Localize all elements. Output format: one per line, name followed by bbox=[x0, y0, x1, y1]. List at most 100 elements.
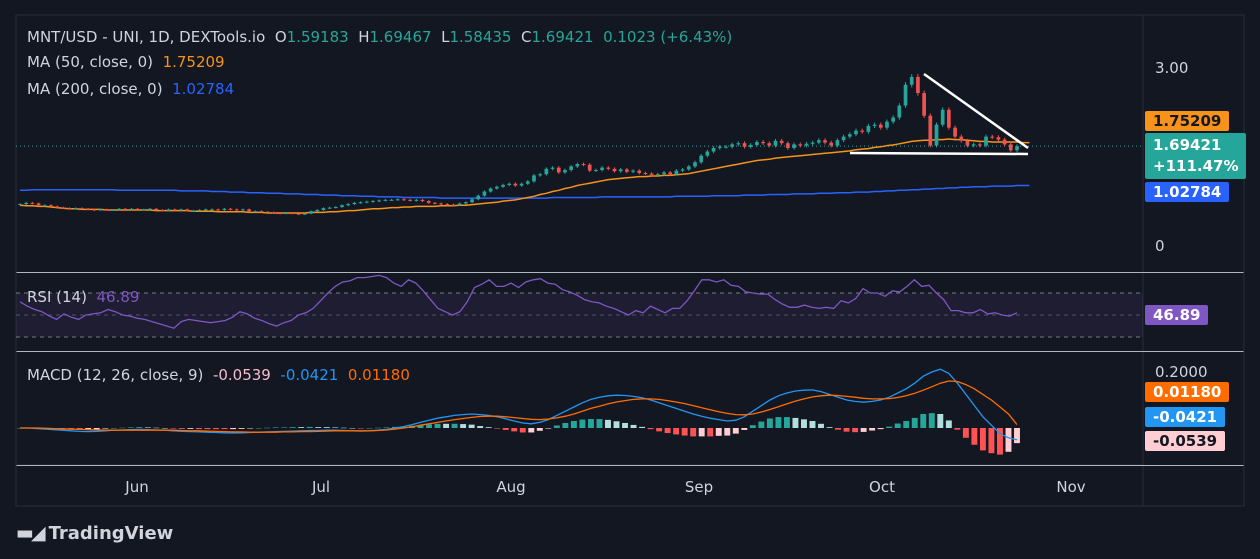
candle-body bbox=[482, 191, 487, 196]
candle-body bbox=[860, 130, 865, 132]
candle-body bbox=[637, 170, 642, 174]
ma50-label: MA (50, close, 0) bbox=[27, 53, 154, 71]
candle-body bbox=[303, 213, 307, 215]
macd-histogram-bar bbox=[213, 428, 219, 430]
candle-body bbox=[680, 169, 685, 171]
candle-body bbox=[959, 136, 964, 141]
macd-histogram-bar bbox=[536, 428, 543, 431]
candle-body bbox=[940, 109, 945, 125]
macd-histogram-bar bbox=[903, 421, 910, 428]
macd-histogram-bar bbox=[519, 428, 526, 433]
macd-histogram-bar bbox=[1014, 428, 1020, 444]
ma50-tag: 1.75209 bbox=[1145, 111, 1230, 131]
macd-histogram-bar bbox=[928, 413, 935, 428]
macd-histogram-bar bbox=[860, 428, 867, 432]
macd-histogram-bar bbox=[792, 417, 799, 428]
x-tick-nov: Nov bbox=[1056, 478, 1086, 496]
macd-histogram-bar bbox=[332, 427, 339, 428]
macd-histogram-bar bbox=[826, 427, 833, 428]
triangle-upper-trendline bbox=[923, 72, 1029, 150]
tradingview-logo[interactable]: ▬◢ TradingView bbox=[16, 522, 173, 544]
macd-histogram-bar bbox=[502, 428, 509, 430]
candle-body bbox=[111, 210, 115, 212]
candle-body bbox=[364, 201, 369, 203]
candle-body bbox=[792, 144, 796, 148]
macd-histogram-bar bbox=[110, 428, 117, 429]
macd-histogram-bar bbox=[613, 421, 620, 428]
tradingview-mark-icon: ▬◢ bbox=[16, 522, 46, 544]
candle-body bbox=[563, 170, 567, 173]
macd-histogram-bar bbox=[170, 428, 177, 429]
candle-body bbox=[835, 140, 840, 146]
price-tick-3: 3.00 bbox=[1155, 59, 1189, 77]
candle-body bbox=[612, 168, 617, 172]
candle-body bbox=[965, 140, 970, 146]
macd-histogram-bar bbox=[843, 428, 850, 432]
candle-body bbox=[891, 117, 895, 122]
macd-line-value: -0.0421 bbox=[280, 366, 339, 384]
candle-body bbox=[525, 181, 530, 184]
candle-body bbox=[1002, 139, 1007, 145]
candle-body bbox=[488, 188, 493, 192]
rsi-line bbox=[19, 274, 1018, 329]
macd-histogram-bar bbox=[605, 419, 611, 428]
macd-pane[interactable] bbox=[17, 368, 1020, 455]
macd-histogram-bar bbox=[460, 424, 467, 428]
low-value: 1.58435 bbox=[449, 28, 512, 46]
rsi-legend: RSI (14) 46.89 bbox=[27, 288, 139, 306]
candle-body bbox=[49, 205, 53, 207]
macd-histogram-bar bbox=[357, 428, 364, 429]
macd-signal-line bbox=[20, 380, 1018, 433]
candle-body bbox=[222, 208, 227, 211]
candle-body bbox=[711, 147, 716, 152]
macd-histogram-bar bbox=[85, 428, 92, 430]
macd-hist-value: -0.0539 bbox=[212, 366, 271, 384]
candle-body bbox=[135, 208, 140, 210]
candle-body bbox=[532, 175, 536, 182]
macd-histogram-bar bbox=[221, 428, 228, 430]
price-pane[interactable] bbox=[16, 72, 1143, 215]
macd-histogram-bar bbox=[255, 428, 262, 429]
candle-body bbox=[210, 209, 214, 211]
macd-histogram-bar bbox=[801, 419, 807, 428]
candle-body bbox=[247, 209, 251, 212]
macd-histogram-bar bbox=[562, 422, 569, 428]
macd-histogram-bar bbox=[289, 427, 296, 428]
x-tick-jul: Jul bbox=[311, 478, 331, 496]
candle-body bbox=[625, 169, 629, 172]
macd-histogram-bar bbox=[195, 428, 202, 430]
macd-histogram-bar bbox=[690, 428, 697, 437]
change-value: 0.1023 (+6.43%) bbox=[603, 28, 733, 46]
candle-body bbox=[519, 183, 524, 186]
macd-legend: MACD (12, 26, close, 9) -0.0539 -0.0421 … bbox=[27, 366, 410, 384]
close-value: 1.69421 bbox=[531, 28, 594, 46]
rsi-value: 46.89 bbox=[96, 288, 140, 306]
candle-body bbox=[86, 208, 90, 210]
macd-histogram-bar bbox=[545, 428, 552, 429]
candle-body bbox=[272, 212, 276, 214]
candle-body bbox=[117, 208, 121, 211]
candle-body bbox=[445, 204, 450, 206]
macd-histogram-bar bbox=[639, 426, 646, 428]
macd-histogram-bar bbox=[443, 423, 450, 428]
candle-body bbox=[699, 155, 704, 163]
macd-histogram-bar bbox=[673, 428, 680, 435]
macd-histogram-bar bbox=[945, 420, 952, 428]
rsi-pane[interactable] bbox=[16, 274, 1143, 338]
macd-histogram-bar bbox=[187, 428, 194, 429]
candle-body bbox=[841, 136, 846, 141]
macd-histogram-bar bbox=[911, 417, 918, 428]
macd-histogram-bar bbox=[434, 423, 441, 428]
candle-body bbox=[420, 199, 425, 202]
candle-body bbox=[451, 204, 456, 206]
candle-body bbox=[98, 209, 103, 211]
candle-body bbox=[717, 146, 722, 148]
candle-body bbox=[494, 186, 499, 189]
candle-body bbox=[550, 167, 555, 169]
candle-body bbox=[73, 208, 78, 210]
candle-body bbox=[668, 172, 673, 175]
candle-body bbox=[507, 183, 512, 185]
candle-body bbox=[878, 124, 883, 128]
candle-body bbox=[142, 209, 146, 211]
candle-body bbox=[693, 162, 697, 167]
